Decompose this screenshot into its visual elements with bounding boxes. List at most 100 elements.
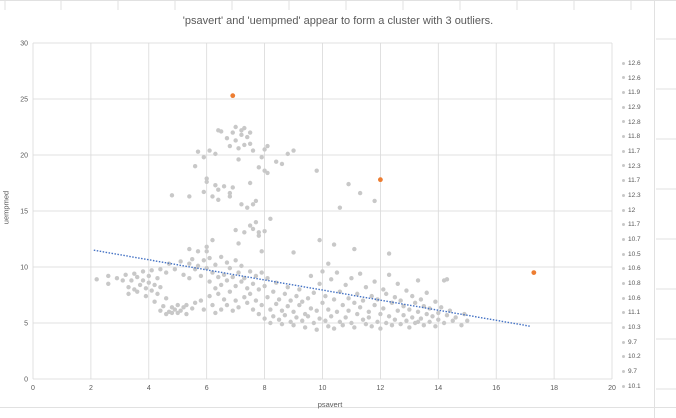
x-axis-title: psavert — [317, 400, 343, 409]
data-point — [213, 151, 218, 157]
data-point — [126, 291, 131, 297]
data-point — [242, 125, 247, 131]
data-point — [195, 263, 201, 269]
data-point — [233, 298, 238, 303]
data-point — [323, 318, 328, 323]
legend-label: 10.7 — [628, 236, 641, 244]
legend-entry: 12 — [622, 204, 676, 219]
data-point — [308, 306, 314, 311]
data-point — [317, 316, 322, 321]
legend-marker-icon — [622, 61, 625, 65]
data-point — [146, 273, 151, 279]
data-point — [230, 185, 235, 190]
data-point — [233, 138, 238, 143]
chart-title: 'psavert' and 'uempmed' appear to form a… — [182, 15, 494, 27]
data-point — [386, 251, 392, 256]
legend-label: 12.3 — [628, 192, 641, 200]
data-point — [291, 148, 296, 153]
data-point — [210, 302, 215, 308]
data-point — [340, 302, 345, 308]
data-point — [465, 318, 470, 323]
y-tick-label: 10 — [20, 265, 28, 272]
data-point — [204, 244, 209, 250]
data-point — [317, 237, 322, 243]
data-point — [314, 308, 319, 313]
data-point — [265, 143, 270, 149]
data-point — [227, 289, 233, 294]
legend-label: 10.6 — [628, 294, 641, 302]
legend-entry: 10.5 — [622, 248, 676, 263]
data-point — [294, 293, 299, 299]
data-point — [360, 317, 366, 322]
data-point — [106, 281, 111, 286]
data-point — [352, 325, 357, 330]
legend-entry: 11.7 — [622, 174, 676, 189]
data-point — [343, 282, 348, 288]
data-point — [331, 326, 337, 331]
y-tick-label: 20 — [20, 153, 28, 160]
data-point — [236, 241, 241, 246]
data-point — [216, 187, 221, 192]
data-point — [227, 190, 233, 196]
x-tick-label: 2 — [89, 385, 93, 392]
data-point — [245, 205, 250, 210]
data-point — [436, 317, 441, 322]
data-point — [172, 267, 178, 272]
legend-label: 10.6 — [628, 265, 641, 273]
legend-marker-icon — [622, 355, 625, 359]
data-point — [369, 324, 374, 329]
legend-label: 9.7 — [628, 338, 638, 346]
chart-legend: 12.6 12.6 11.9 12.9 12.8 11.8 11.7 12.3 11.7 12.3… — [622, 57, 676, 394]
x-tick-label: 12 — [377, 385, 385, 392]
data-point — [227, 194, 233, 199]
data-point — [230, 274, 235, 280]
data-point — [192, 300, 198, 306]
data-point — [265, 276, 270, 281]
data-point — [256, 230, 262, 235]
data-point — [285, 284, 290, 290]
legend-entry: 10.8 — [622, 277, 676, 292]
data-point — [195, 149, 201, 154]
data-point — [247, 291, 253, 297]
data-point — [198, 298, 204, 303]
data-point — [137, 282, 143, 288]
data-point — [236, 157, 241, 162]
data-point — [184, 311, 189, 317]
data-point — [441, 320, 447, 326]
legend-label: 12.6 — [628, 60, 641, 67]
data-point — [398, 298, 403, 303]
data-point — [230, 130, 235, 135]
y-axis-title: uempmed — [1, 190, 11, 225]
data-point — [328, 277, 334, 282]
data-point — [247, 223, 253, 228]
data-point — [216, 274, 221, 280]
data-point — [398, 321, 403, 327]
data-point — [135, 274, 140, 280]
data-point — [187, 276, 192, 281]
data-point — [386, 314, 392, 319]
data-point — [300, 318, 305, 323]
data-point — [114, 276, 120, 281]
data-point — [250, 281, 256, 286]
data-point — [424, 290, 429, 295]
data-point — [273, 159, 279, 164]
data-point — [395, 281, 400, 286]
data-point — [262, 147, 267, 152]
legend-entry: 11.7 — [622, 145, 676, 160]
data-point — [337, 319, 343, 325]
data-point — [250, 148, 256, 153]
data-point — [265, 170, 270, 176]
legend-marker-icon — [622, 237, 625, 241]
data-point — [158, 284, 163, 290]
data-point — [192, 267, 198, 272]
data-point — [259, 270, 264, 275]
outlier-point — [230, 93, 236, 99]
data-point — [366, 315, 372, 320]
data-point — [213, 310, 218, 316]
data-point — [224, 260, 230, 265]
data-point — [355, 311, 360, 317]
data-point — [253, 273, 259, 279]
legend-marker-icon — [622, 340, 625, 344]
data-point — [239, 202, 244, 207]
data-point — [210, 194, 215, 199]
